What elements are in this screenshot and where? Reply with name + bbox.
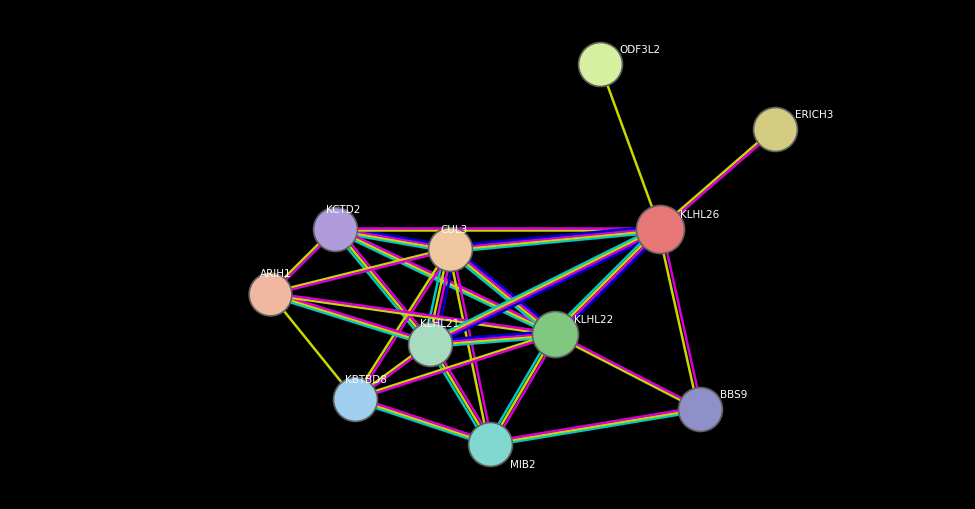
Point: [767, 126, 783, 134]
Text: ODF3L2: ODF3L2: [619, 44, 660, 54]
Text: MIB2: MIB2: [510, 459, 535, 469]
Text: KLHL26: KLHL26: [680, 209, 719, 219]
Text: ERICH3: ERICH3: [795, 109, 833, 120]
Text: ARIH1: ARIH1: [260, 269, 292, 279]
Point: [692, 405, 708, 413]
Point: [347, 395, 363, 403]
Point: [483, 440, 498, 448]
Point: [592, 61, 607, 69]
Text: KLHL21: KLHL21: [420, 319, 459, 329]
Point: [422, 340, 438, 348]
Text: KBTBD8: KBTBD8: [345, 374, 387, 384]
Point: [262, 290, 278, 298]
Text: BBS9: BBS9: [720, 389, 747, 399]
Text: CUL3: CUL3: [441, 224, 468, 234]
Point: [443, 245, 458, 253]
Text: KCTD2: KCTD2: [326, 204, 360, 214]
Point: [652, 225, 668, 234]
Point: [547, 330, 563, 338]
Text: KLHL22: KLHL22: [574, 314, 613, 324]
Point: [328, 225, 343, 234]
